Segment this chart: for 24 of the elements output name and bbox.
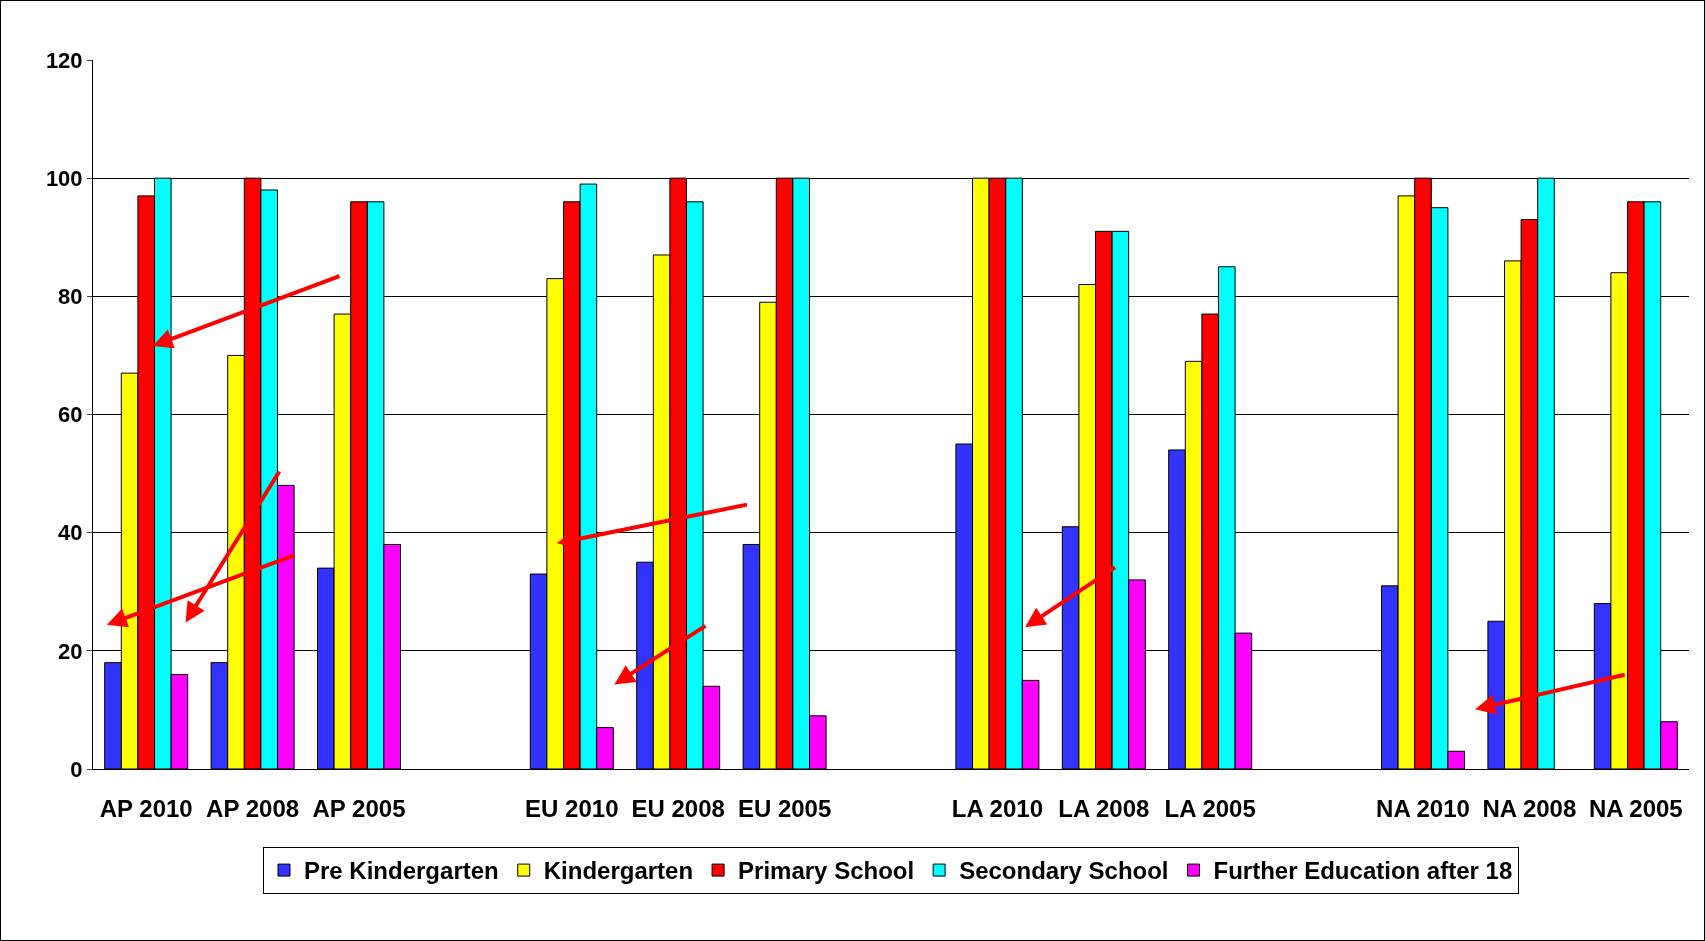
y-tick-label: 0 [70, 756, 83, 782]
y-tick-label: 80 [58, 284, 83, 310]
x-tick-label: LA 2005 [1164, 794, 1256, 822]
x-tick-label: NA 2010 [1376, 794, 1470, 822]
x-tick-label: AP 2005 [312, 794, 406, 822]
legend-label: Kindergarten [543, 857, 694, 885]
x-tick-label: LA 2010 [951, 794, 1043, 822]
legend-label: Pre Kindergarten [304, 857, 499, 885]
x-tick-label: NA 2008 [1482, 794, 1577, 822]
x-tick-label: AP 2010 [99, 794, 193, 822]
legend-label: Primary School [738, 857, 915, 885]
x-tick-label: EU 2010 [525, 794, 619, 822]
x-tick-label: LA 2008 [1058, 794, 1150, 822]
y-tick-label: 100 [45, 165, 83, 191]
legend-label: Secondary School [959, 857, 1169, 885]
x-tick-label: NA 2005 [1588, 794, 1683, 822]
x-tick-label: AP 2008 [206, 794, 300, 822]
y-tick-label: 20 [58, 638, 83, 664]
x-tick-label: EU 2008 [631, 794, 725, 822]
x-tick-label: EU 2005 [737, 794, 832, 822]
legend-label: Further Education after 18 [1213, 857, 1513, 885]
y-tick-label: 120 [45, 47, 83, 73]
y-tick-label: 60 [58, 402, 83, 428]
y-tick-label: 40 [58, 520, 83, 546]
